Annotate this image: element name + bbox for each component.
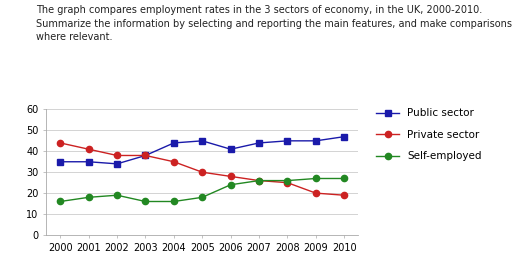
Legend: Public sector, Private sector, Self-employed: Public sector, Private sector, Self-empl…: [376, 108, 482, 161]
Text: The graph compares employment rates in the 3 sectors of economy, in the UK, 2000: The graph compares employment rates in t…: [36, 5, 512, 42]
